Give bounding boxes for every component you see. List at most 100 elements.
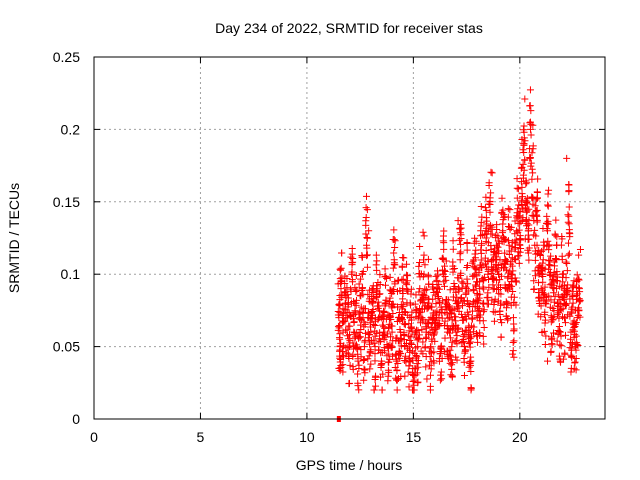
data-point [418, 326, 426, 334]
data-point [435, 293, 443, 301]
data-point [467, 333, 475, 341]
data-point [575, 251, 583, 259]
data-point [427, 365, 435, 373]
data-point [460, 354, 468, 362]
data-point [457, 248, 465, 256]
data-point [424, 273, 432, 281]
data-point [428, 303, 436, 311]
data-point [390, 259, 398, 267]
data-point [377, 337, 385, 345]
data-point [338, 274, 346, 282]
data-point [515, 259, 523, 267]
data-point [413, 360, 421, 368]
data-point [468, 259, 476, 267]
data-point [497, 290, 505, 298]
data-point [526, 118, 534, 126]
data-point [440, 239, 448, 247]
data-point [474, 338, 482, 346]
data-point [554, 291, 562, 299]
data-point [563, 291, 571, 299]
data-point [555, 328, 563, 336]
data-point [496, 276, 504, 284]
data-point [564, 211, 572, 219]
data-point [422, 363, 430, 371]
data-point [469, 286, 477, 294]
data-point [470, 323, 478, 331]
data-point [552, 216, 560, 224]
data-point [480, 285, 488, 293]
data-point [343, 284, 351, 292]
data-point [562, 300, 570, 308]
data-point [400, 336, 408, 344]
data-point [453, 356, 461, 364]
data-point [399, 275, 407, 283]
data-point [370, 339, 378, 347]
data-point [482, 214, 490, 222]
data-point [424, 255, 432, 263]
data-point [480, 324, 488, 332]
data-point [547, 252, 555, 260]
data-point [369, 305, 377, 313]
data-point [450, 279, 458, 287]
data-point [494, 243, 502, 251]
data-point [504, 223, 512, 231]
data-point [366, 365, 374, 373]
data-point [373, 266, 381, 274]
data-point [513, 194, 521, 202]
data-point [563, 259, 571, 267]
data-point [440, 282, 448, 290]
data-point [567, 351, 575, 359]
y-axis-label: SRMTID / TECUs [6, 183, 22, 293]
data-point [475, 268, 483, 276]
data-point [520, 128, 528, 136]
data-point [356, 333, 364, 341]
data-point [576, 296, 584, 304]
data-point [376, 280, 384, 288]
data-point [487, 221, 495, 229]
data-point [357, 275, 365, 283]
data-point [544, 237, 552, 245]
data-point [515, 252, 523, 260]
x-tick-label: 0 [90, 429, 98, 445]
data-point [576, 245, 584, 253]
data-point [437, 345, 445, 353]
data-point [548, 333, 556, 341]
data-point [573, 339, 581, 347]
data-point [417, 347, 425, 355]
data-point [438, 375, 446, 383]
data-point [507, 277, 515, 285]
data-point [363, 263, 371, 271]
data-point [370, 320, 378, 328]
data-point [516, 219, 524, 227]
data-point [533, 216, 541, 224]
data-point [345, 322, 353, 330]
data-point [537, 302, 545, 310]
data-point [427, 371, 435, 379]
data-point [488, 230, 496, 238]
data-point [501, 281, 509, 289]
data-point [525, 205, 533, 213]
data-point [545, 257, 553, 265]
data-point [426, 361, 434, 369]
data-point [393, 376, 401, 384]
data-point [398, 262, 406, 270]
data-point [568, 309, 576, 317]
data-point [526, 86, 534, 94]
data-point [527, 162, 535, 170]
data-point [498, 194, 506, 202]
data-point [509, 347, 517, 355]
data-point [543, 212, 551, 220]
data-point [427, 344, 435, 352]
data-point [414, 379, 422, 387]
data-point [478, 213, 486, 221]
data-point [528, 149, 536, 157]
data-point [356, 308, 364, 316]
data-point [504, 237, 512, 245]
data-point [376, 290, 384, 298]
data-point [575, 276, 583, 284]
data-point [572, 354, 580, 362]
data-point [405, 362, 413, 370]
data-point [446, 346, 454, 354]
data-point [456, 229, 464, 237]
data-point [557, 342, 565, 350]
